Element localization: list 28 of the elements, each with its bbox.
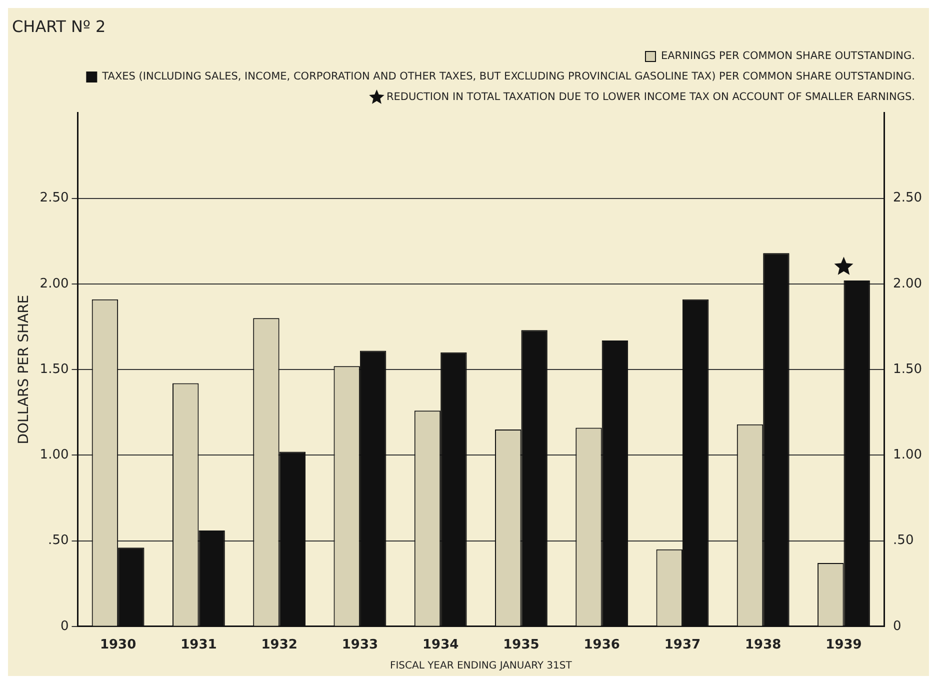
y-tick-label: 1.00 [40,448,69,463]
y2-tick-label: 2.00 [893,276,922,292]
x-tick-label: 1931 [180,638,217,653]
y2-tick-label: .50 [893,533,914,548]
y2-tick-label: 2.50 [893,190,922,206]
x-tick-label: 1936 [584,638,620,653]
x-tick-label: 1934 [422,638,459,653]
x-tick-label: 1938 [745,638,782,653]
chart-title: CHART Nº 2 [12,16,106,36]
y-tick-label: 2.00 [40,276,69,292]
x-tick-label: 1930 [100,638,136,653]
x-tick-label: 1937 [664,638,701,653]
y-tick-label: 2.50 [40,190,69,206]
y-tick-label: 1.50 [40,362,69,377]
y2-tick-label: 1.00 [893,448,922,463]
y-tick-label: .50 [48,533,69,548]
x-tick-label: 1932 [261,638,298,653]
x-tick-label: 1939 [826,638,862,653]
legend-label: EARNINGS PER COMMON SHARE OUTSTANDING. [660,50,915,62]
y2-tick-label: 0 [893,618,902,634]
legend-label: REDUCTION IN TOTAL TAXATION DUE TO LOWER INCOME TAX ON ACCOUNT OF SMALLER EARNINGS. [386,91,916,104]
x-axis-title: FISCAL YEAR ENDING JANUARY 31ST [390,660,573,672]
y-axis-title: DOLLARS PER SHARE [16,294,32,444]
y2-tick-label: 1.50 [893,362,922,377]
legend-label: TAXES (INCLUDING SALES, INCOME, CORPORATION AND OTHER TAXES, BUT EXCLUDING PROVINCIAL GASOLINE TAX) PER COMMON SHARE OUTSTANDING. [101,70,915,83]
x-tick-label: 1933 [342,638,378,653]
x-tick-label: 1935 [503,638,540,653]
y-tick-label: 0 [60,618,69,634]
